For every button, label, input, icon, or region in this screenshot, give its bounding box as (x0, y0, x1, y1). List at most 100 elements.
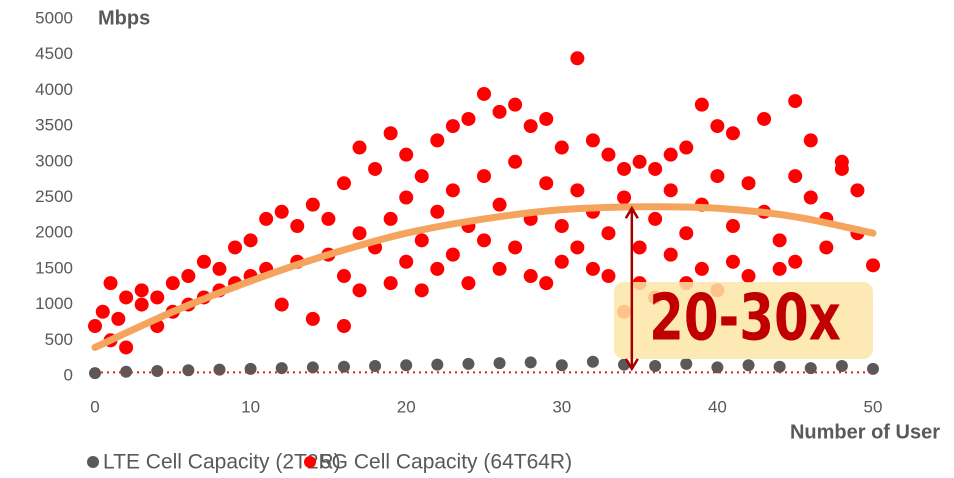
data-point (617, 161, 632, 176)
data-point (414, 233, 429, 248)
x-tick-label: 10 (241, 397, 260, 416)
y-axis-title: Mbps (98, 7, 150, 29)
data-point (492, 104, 507, 119)
data-point (305, 311, 320, 326)
data-point (601, 147, 616, 162)
data-point (788, 94, 803, 109)
data-point (259, 211, 274, 226)
data-point (570, 51, 585, 66)
data-point (337, 360, 350, 373)
data-point (150, 290, 165, 305)
data-point (586, 355, 599, 368)
legend-marker (304, 456, 316, 468)
data-point (694, 97, 709, 112)
x-tick-label: 50 (864, 397, 883, 416)
data-point (492, 197, 507, 212)
data-point (632, 154, 647, 169)
y-tick-label: 1000 (35, 294, 73, 313)
data-point (445, 183, 460, 198)
data-point (336, 319, 351, 334)
legend-marker (87, 456, 99, 468)
y-tick-label: 3000 (35, 151, 73, 170)
data-point (369, 360, 382, 373)
data-point (601, 226, 616, 241)
data-point (400, 359, 413, 372)
data-point (601, 269, 616, 284)
data-point (508, 97, 523, 112)
data-point (430, 261, 445, 276)
data-point (477, 86, 491, 101)
data-point (524, 356, 537, 369)
y-tick-label: 2000 (35, 223, 73, 242)
data-point (493, 357, 506, 370)
x-tick-label: 30 (552, 397, 571, 416)
data-point (119, 290, 134, 305)
data-point (819, 240, 834, 255)
data-point (725, 254, 740, 269)
data-point (539, 176, 554, 191)
data-point (383, 211, 398, 226)
data-point (182, 364, 195, 377)
y-tick-label: 500 (45, 330, 73, 349)
trend-line (91, 203, 877, 351)
data-point (477, 169, 491, 184)
data-point (352, 283, 367, 298)
annotation-box (614, 282, 873, 359)
y-tick-label: 3500 (35, 116, 73, 135)
x-tick-label: 40 (708, 397, 727, 416)
data-point (725, 126, 740, 141)
data-point (835, 360, 848, 373)
data-point (383, 126, 398, 141)
data-point (772, 233, 787, 248)
data-point (383, 276, 398, 291)
data-point (462, 357, 475, 370)
data-point (290, 219, 305, 234)
data-point (368, 161, 383, 176)
data-point (508, 154, 523, 169)
data-point (694, 261, 709, 276)
data-point (103, 276, 118, 291)
data-point (679, 140, 694, 155)
data-point (213, 363, 226, 376)
data-point (414, 169, 429, 184)
data-point (867, 362, 879, 375)
data-point (772, 261, 787, 276)
data-point (336, 176, 351, 191)
data-point (414, 283, 429, 298)
data-point (632, 240, 647, 255)
data-point (430, 133, 445, 148)
data-point (850, 183, 865, 198)
data-point (88, 319, 102, 334)
data-point (803, 190, 818, 205)
data-point (461, 276, 476, 291)
data-point (212, 261, 227, 276)
data-point (617, 190, 632, 205)
data-point (134, 297, 149, 312)
data-point (399, 254, 414, 269)
data-point (554, 140, 569, 155)
y-tick-label: 1500 (35, 258, 73, 277)
data-point (788, 254, 803, 269)
y-tick-label: 4000 (35, 80, 73, 99)
data-point (243, 233, 258, 248)
y-tick-label: 2500 (35, 187, 73, 206)
arrow-head (624, 205, 639, 219)
data-point (305, 197, 320, 212)
data-point (803, 133, 818, 148)
data-point (649, 360, 662, 373)
data-point (710, 119, 725, 134)
data-point (445, 119, 460, 134)
data-point (663, 147, 678, 162)
data-point (663, 183, 678, 198)
data-point (134, 283, 149, 298)
data-point (570, 183, 585, 198)
data-point (492, 261, 507, 276)
data-point (477, 233, 491, 248)
data-point (244, 362, 257, 375)
data-point (523, 119, 538, 134)
data-point (430, 204, 445, 219)
y-tick-label: 0 (64, 365, 73, 384)
data-point (648, 161, 663, 176)
data-point (352, 140, 367, 155)
